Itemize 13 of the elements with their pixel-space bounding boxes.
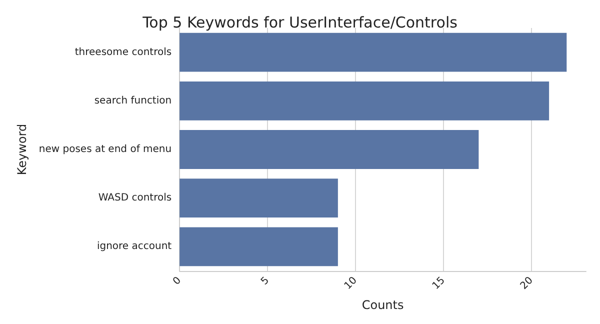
x-tick-label: 10 <box>342 275 360 292</box>
x-axis-title: Counts <box>362 298 404 312</box>
chart-title: Top 5 Keywords for UserInterface/Controls <box>142 14 458 32</box>
y-tick-label: new poses at end of menu <box>38 144 172 155</box>
y-tick-label: WASD controls <box>98 192 172 204</box>
y-tick-label: ignore account <box>96 241 172 252</box>
x-tick-label: 5 <box>259 275 272 288</box>
x-tick-label: 20 <box>518 275 536 292</box>
y-axis-title: Keyword <box>15 124 29 176</box>
x-tick-label: 15 <box>430 275 448 292</box>
y-tick-label: search function <box>94 95 172 106</box>
x-tick-label: 0 <box>171 275 184 288</box>
y-tick-label: threesome controls <box>74 46 172 58</box>
